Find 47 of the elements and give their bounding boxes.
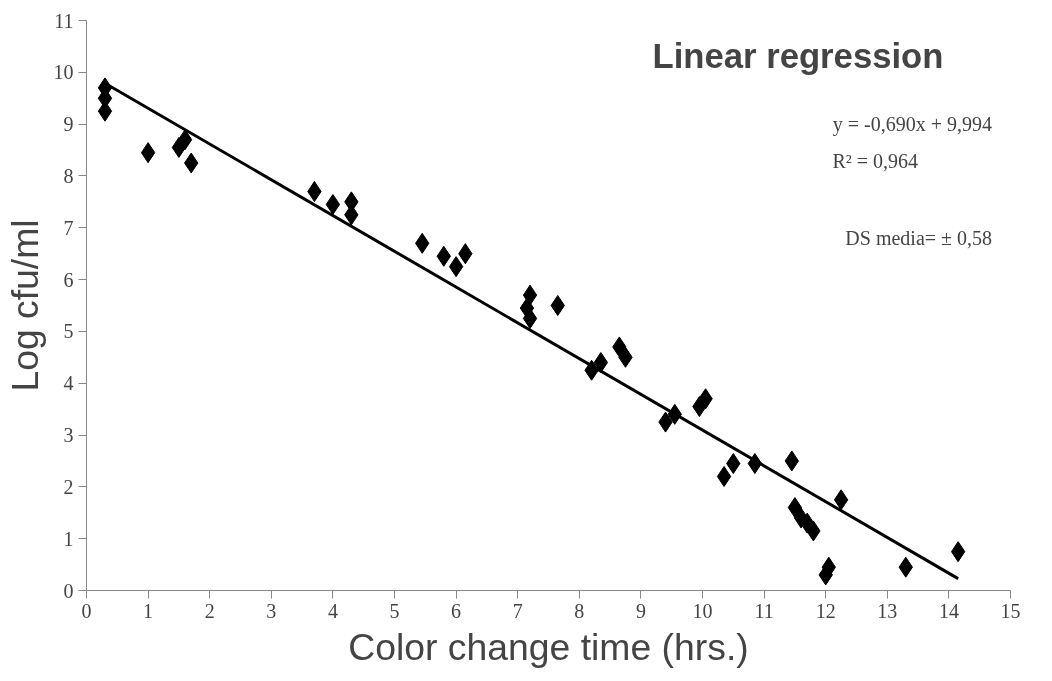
x-tick-label: 7 <box>512 599 523 622</box>
y-tick-label: 1 <box>63 527 74 550</box>
point <box>522 307 538 329</box>
x-axis-title: Color change time (hrs.) <box>348 625 749 668</box>
x-tick-label: 13 <box>877 599 898 622</box>
x-tick-label: 5 <box>389 599 400 622</box>
point <box>950 541 966 563</box>
point <box>833 489 849 511</box>
point <box>307 181 322 202</box>
annotation: DS media= ± 0,58 <box>845 226 993 249</box>
x-tick-label: 2 <box>204 599 215 622</box>
point <box>787 497 803 519</box>
x-tick-label: 14 <box>938 599 959 622</box>
x-tick-label: 15 <box>1000 599 1021 622</box>
text: Linear regression <box>652 36 944 75</box>
y-tick-label: 2 <box>63 475 74 498</box>
point <box>325 193 341 215</box>
x-tick-label: 3 <box>266 599 277 622</box>
y-tick-label: 3 <box>63 424 74 447</box>
y-tick-label: 11 <box>54 9 74 32</box>
x-tick-label: 9 <box>635 599 646 622</box>
y-tick-label: 9 <box>63 113 74 136</box>
y-tick-label: 5 <box>63 320 74 343</box>
annotation: R² = 0,964 <box>832 149 919 172</box>
annotation: y = -0,690x + 9,994 <box>832 112 993 136</box>
y-tick-label: 10 <box>53 61 74 84</box>
y-axis-title: Log cfu/ml <box>3 219 46 392</box>
point <box>448 256 464 278</box>
x-tick-label: 12 <box>815 599 836 622</box>
x-tick-label: 6 <box>451 599 462 622</box>
x-tick-label: 11 <box>754 599 774 622</box>
point <box>522 284 538 306</box>
x-tick-label: 8 <box>574 599 585 622</box>
point <box>177 129 193 151</box>
point <box>140 142 156 164</box>
x-tick-label: 4 <box>327 599 338 622</box>
x-tick-label: 1 <box>143 599 154 622</box>
point <box>593 352 609 373</box>
point <box>716 466 732 487</box>
y-tick-label: 7 <box>63 216 74 239</box>
y-tick-label: 6 <box>63 268 74 291</box>
y-tick-label: 0 <box>63 579 74 602</box>
x-tick-label: 0 <box>81 599 92 622</box>
x-tick-label: 10 <box>692 599 713 622</box>
y-tick-label: 4 <box>63 372 74 395</box>
point <box>550 295 565 316</box>
y-tick-label: 8 <box>63 164 74 187</box>
